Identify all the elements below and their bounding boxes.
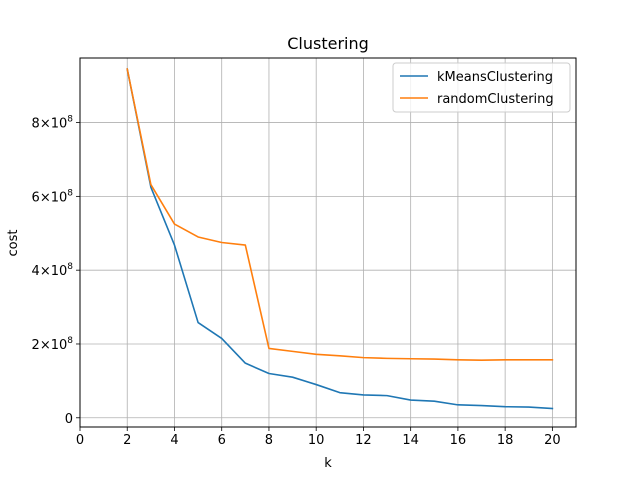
chart-title: Clustering bbox=[287, 34, 369, 53]
legend-label: kMeansClustering bbox=[437, 70, 553, 85]
legend-label: randomClustering bbox=[437, 92, 554, 107]
y-axis: 0 2×108 4×108 6×108 8×108 bbox=[32, 115, 80, 427]
y-tick-label: 0 bbox=[65, 412, 73, 427]
x-tick-label: 16 bbox=[450, 433, 467, 448]
x-tick-label: 10 bbox=[308, 433, 325, 448]
y-axis-label: cost bbox=[6, 230, 21, 257]
x-axis-label: k bbox=[324, 456, 332, 471]
x-tick-label: 20 bbox=[544, 433, 561, 448]
x-tick-label: 2 bbox=[123, 433, 131, 448]
plot-frame bbox=[79, 57, 577, 428]
x-tick-label: 6 bbox=[218, 433, 226, 448]
x-axis: 0 2 4 6 8 10 12 14 16 18 20 bbox=[76, 427, 561, 448]
y-tick-label: 4×108 bbox=[32, 262, 74, 279]
y-tick-label: 2×108 bbox=[32, 336, 74, 353]
series-layer bbox=[126, 68, 554, 410]
y-tick-label: 8×108 bbox=[32, 115, 74, 132]
x-tick-label: 18 bbox=[497, 433, 514, 448]
legend: kMeansClustering randomClustering bbox=[392, 62, 571, 113]
x-tick-label: 12 bbox=[355, 433, 372, 448]
x-tick-label: 14 bbox=[402, 433, 419, 448]
series-line-randomClustering bbox=[126, 68, 554, 362]
series-line-kMeansClustering bbox=[126, 68, 554, 410]
x-tick-label: 8 bbox=[265, 433, 273, 448]
y-tick-label: 6×108 bbox=[32, 188, 74, 205]
grid bbox=[79, 58, 576, 427]
legend-box bbox=[392, 62, 571, 113]
x-tick-label: 4 bbox=[170, 433, 178, 448]
x-tick-label: 0 bbox=[76, 433, 84, 448]
